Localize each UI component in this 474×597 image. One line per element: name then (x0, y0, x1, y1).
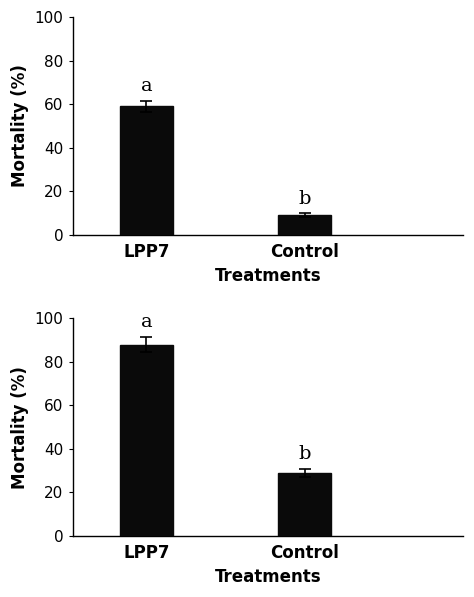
Text: b: b (299, 189, 311, 208)
X-axis label: Treatments: Treatments (214, 568, 321, 586)
Text: b: b (299, 445, 311, 463)
Y-axis label: Mortality (%): Mortality (%) (11, 366, 29, 488)
Bar (120, 344, 173, 536)
X-axis label: Treatments: Treatments (214, 267, 321, 285)
Bar (120, 106, 173, 235)
Y-axis label: Mortality (%): Mortality (%) (11, 64, 29, 187)
Bar (278, 215, 331, 235)
Text: a: a (141, 78, 152, 96)
Text: a: a (141, 313, 152, 331)
Bar (278, 473, 331, 536)
